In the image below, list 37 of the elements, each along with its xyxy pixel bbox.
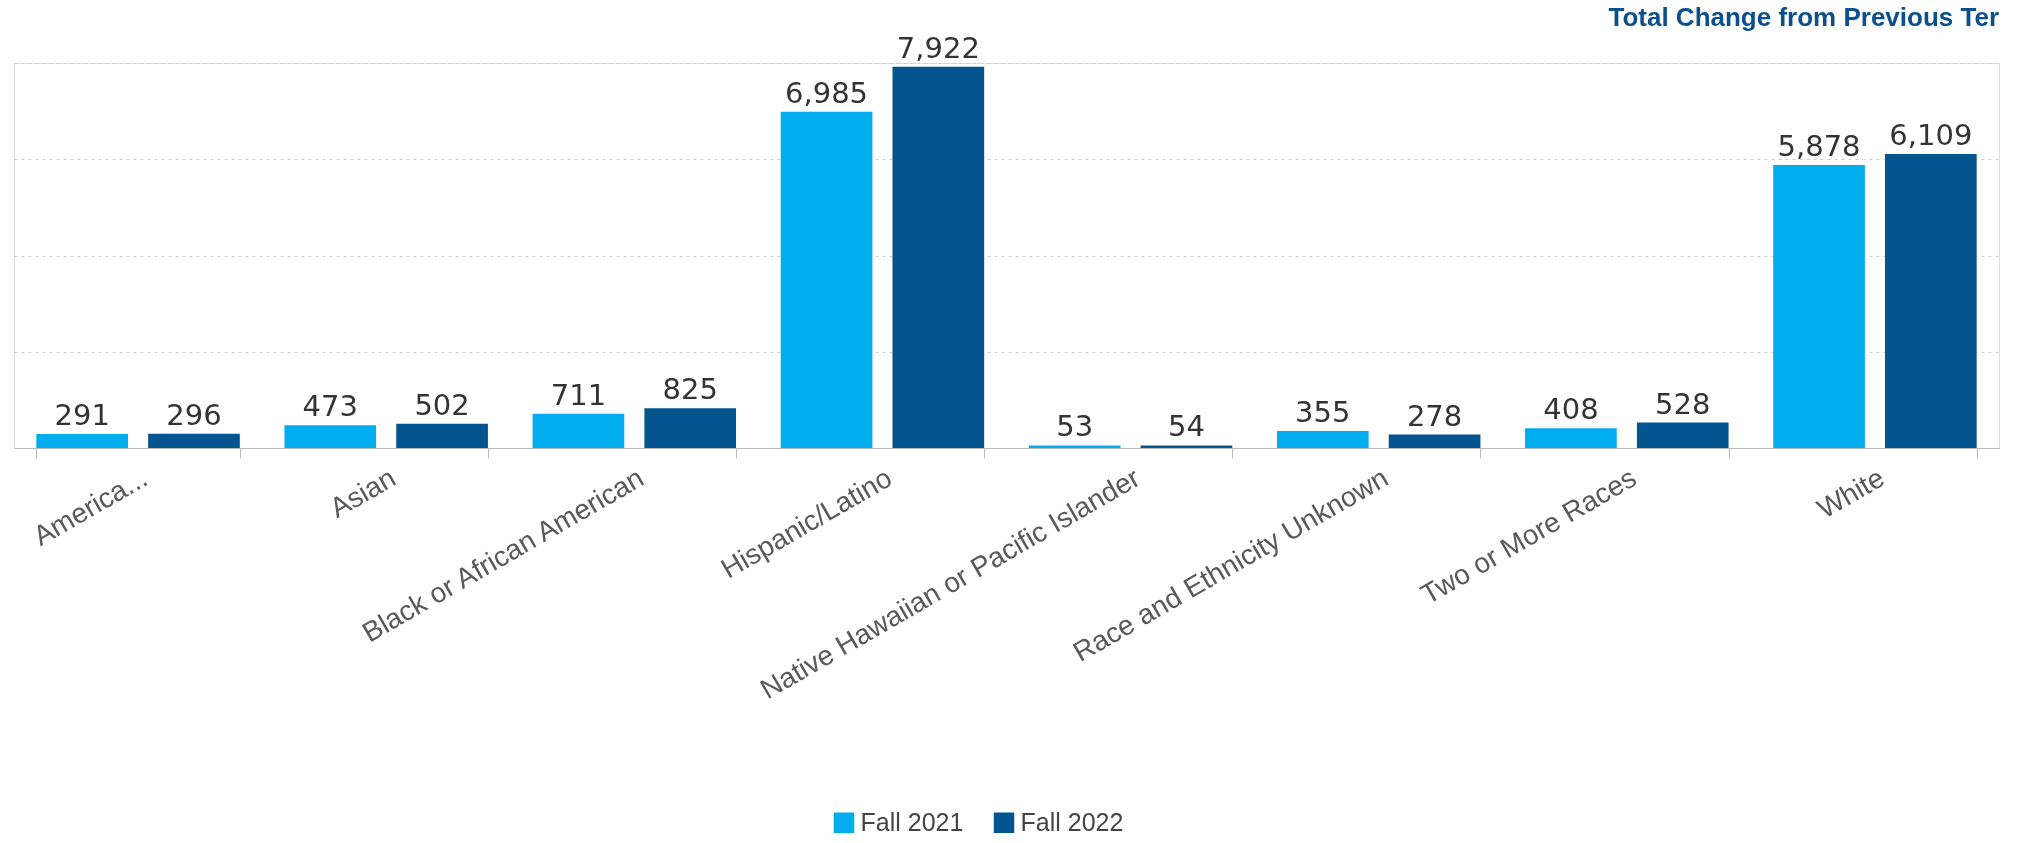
bar	[532, 413, 625, 448]
bar	[1276, 430, 1369, 448]
legend-label: Fall 2022	[1020, 807, 1124, 836]
bar	[1028, 445, 1121, 448]
x-tick-label: Asian	[324, 461, 401, 524]
data-label: 296	[166, 397, 222, 432]
data-label: 528	[1655, 386, 1711, 421]
bar	[644, 408, 737, 448]
bar	[892, 66, 985, 448]
bar	[36, 434, 128, 448]
data-label: 7,922	[896, 30, 980, 65]
data-label: 408	[1543, 392, 1599, 427]
data-label: 825	[662, 372, 718, 407]
x-tick-label: White	[1811, 461, 1890, 525]
bar	[780, 111, 873, 448]
bar	[1140, 445, 1233, 448]
data-label: 6,109	[1889, 118, 1973, 152]
bar	[1773, 165, 1865, 448]
bar	[396, 423, 488, 448]
data-label: 355	[1295, 394, 1351, 429]
bar	[1525, 428, 1617, 448]
data-label: 5,878	[1777, 129, 1861, 164]
data-label: 53	[1056, 409, 1094, 444]
bar	[1885, 154, 1977, 448]
data-label: 278	[1406, 398, 1463, 433]
data-label: 502	[414, 387, 470, 422]
data-label: 473	[302, 389, 358, 424]
bar	[148, 433, 240, 448]
bar	[1636, 422, 1729, 448]
data-label: 54	[1168, 409, 1205, 444]
bar	[1388, 434, 1481, 448]
data-label: 291	[54, 398, 110, 432]
bar	[284, 425, 377, 448]
data-label: 6,985	[785, 75, 869, 110]
legend-label: Fall 2021	[860, 807, 964, 836]
chart-title: Total Change from Previous Ter	[1608, 1, 1999, 32]
data-label: 711	[550, 377, 607, 412]
